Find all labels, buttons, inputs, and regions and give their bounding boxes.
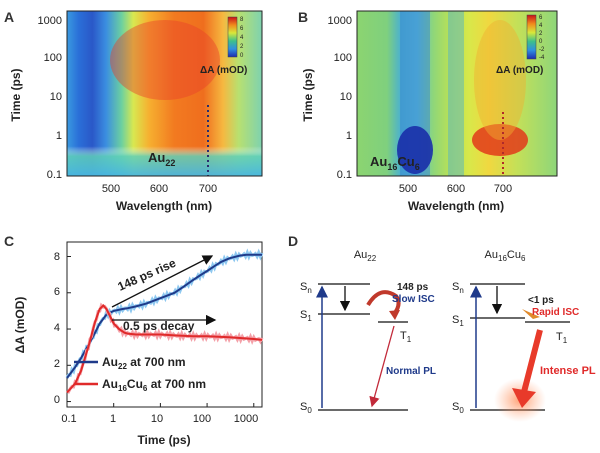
isc-label-left: Slow ISC	[392, 294, 435, 305]
colorbar-a-tick: 0	[240, 53, 244, 59]
level-label-s1-right: S1	[452, 314, 464, 328]
legend-label-au16cu6: Au16Cu6 at 700 nm	[102, 377, 206, 393]
colorbar-b-tick: 2	[539, 31, 543, 37]
level-label-sn-right: Sn	[452, 281, 464, 295]
x-axis-label-a: Wavelength (nm)	[116, 199, 212, 213]
colorbar-b	[526, 14, 537, 60]
colorbar-a-tick: 6	[240, 26, 244, 32]
y-tick-c: 8	[54, 251, 60, 263]
x-tick-b: 500	[399, 183, 417, 195]
diagram-title-au22: Au22	[354, 249, 377, 263]
pl-arrow-head-right	[512, 388, 536, 408]
colorbar-a-label: ΔA (mOD)	[200, 65, 247, 76]
heatmap-b-blue-band	[448, 11, 464, 176]
pl-label-right: Intense PL	[540, 365, 596, 377]
x-tick-c: 1	[110, 413, 116, 425]
x-axis-label-b: Wavelength (nm)	[408, 199, 504, 213]
panel-d: D Au22 Au16Cu6 Sn S1 T1 S0 148 ps Slow I…	[288, 233, 596, 422]
isc-arrow-head-left	[389, 310, 400, 320]
pl-arrow-left	[369, 325, 395, 408]
colorbar-a-tick: 8	[240, 17, 244, 23]
x-tick-b: 700	[494, 183, 512, 195]
x-tick-c: 100	[193, 413, 211, 425]
colorbar-a-tick: 2	[240, 44, 244, 50]
y-tick-b: 0.1	[337, 169, 352, 181]
y-tick-c: 6	[54, 286, 60, 298]
level-label-s0-right: S0	[452, 401, 464, 415]
y-axis-label-b: Time (ps)	[301, 68, 315, 121]
x-tick-a: 700	[199, 183, 217, 195]
x-tick-a: 500	[102, 183, 120, 195]
colorbar-b-tick: 0	[539, 39, 543, 45]
series-line-au22	[66, 253, 262, 379]
rise-arrow	[111, 255, 214, 308]
y-tick-b: 100	[334, 52, 352, 64]
isc-time-right: <1 ps	[528, 295, 554, 306]
y-tick-a: 100	[44, 52, 62, 64]
x-tick-c: 0.1	[61, 413, 76, 425]
panel-letter-a: A	[4, 9, 14, 25]
level-label-t1-right: T1	[556, 331, 568, 345]
colorbar-b-tick: 4	[539, 23, 543, 29]
y-tick-b: 1000	[328, 15, 352, 27]
heatmap-b-frame	[356, 10, 558, 177]
y-tick-a: 1000	[38, 15, 62, 27]
panel-letter-b: B	[298, 9, 308, 25]
y-tick-a: 1	[56, 130, 62, 142]
heatmap-a-frame	[66, 10, 263, 177]
heatmap-b-hot-region	[472, 124, 528, 156]
y-tick-a: 10	[50, 91, 62, 103]
panel-a: A 8 6 4 2 0 ΔA (mOD) Au22 1000 100 10 1 …	[4, 9, 263, 213]
colorbar-b-tick: 6	[539, 15, 543, 21]
level-label-s0-left: S0	[300, 401, 312, 415]
diagram-title-au16cu6: Au16Cu6	[485, 249, 526, 263]
colorbar-b-tick: -4	[539, 55, 545, 61]
y-tick-b: 10	[340, 91, 352, 103]
colorbar-a	[227, 16, 238, 58]
level-label-s1-left: S1	[300, 309, 312, 323]
heatmap-b-warm-region	[474, 20, 526, 140]
pl-arrow-right	[521, 329, 543, 393]
series-line-au16cu6	[66, 304, 263, 394]
isc-label-right: Rapid ISC	[532, 307, 579, 318]
colorbar-a-tick: 4	[240, 35, 244, 41]
y-axis-label-c: ΔA (mOD)	[13, 297, 27, 354]
decay-annotation: 0.5 ps decay	[123, 319, 195, 333]
y-axis-label-a: Time (ps)	[9, 68, 23, 121]
x-tick-b: 600	[447, 183, 465, 195]
colorbar-b-label: ΔA (mOD)	[496, 65, 543, 76]
panel-b: B 6 4 2 0 -2 -4 ΔA (mOD) Au16Cu6 1000 10…	[298, 9, 558, 213]
isc-arrow-left	[366, 290, 401, 316]
isc-arrow-right	[522, 309, 540, 319]
y-tick-b: 1	[346, 130, 352, 142]
heatmap-a-hot-region	[110, 20, 220, 100]
plot-c-marks	[65, 248, 264, 407]
panel-letter-d: D	[288, 233, 298, 249]
colorbar-b-tick: -2	[539, 47, 545, 53]
level-label-sn-left: Sn	[300, 281, 312, 295]
isc-time-left: 148 ps	[397, 282, 429, 293]
y-tick-c: 0	[54, 394, 60, 406]
x-axis-label-c: Time (ps)	[137, 433, 190, 447]
panel-c: C 8 6 4 2 0 0.1 1 10 100 1000 Time (ps) …	[4, 233, 264, 447]
x-tick-a: 600	[150, 183, 168, 195]
legend-label-au22: Au22 at 700 nm	[102, 355, 186, 371]
y-tick-a: 0.1	[47, 169, 62, 181]
level-label-t1-left: T1	[400, 330, 412, 344]
sample-label-a: Au22	[148, 150, 175, 168]
pl-label-left: Normal PL	[386, 366, 436, 377]
sample-label-b: Au16Cu6	[370, 154, 420, 172]
heatmap-b-deep-blue	[397, 126, 433, 174]
x-tick-c: 1000	[234, 413, 258, 425]
y-tick-c: 2	[54, 358, 60, 370]
y-tick-c: 4	[54, 322, 60, 334]
x-tick-c: 10	[151, 413, 163, 425]
panel-letter-c: C	[4, 233, 14, 249]
